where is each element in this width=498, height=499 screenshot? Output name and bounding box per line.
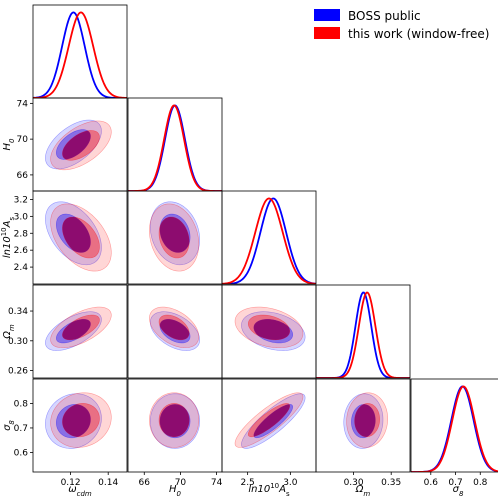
- contour-68-overlap: [159, 404, 190, 437]
- corner-plot-panels: 6670742.42.62.83.03.20.260.300.340.60.70…: [0, 4, 498, 498]
- axis-label-H0: H0: [2, 138, 16, 151]
- posterior-curve-this-work: [411, 385, 498, 472]
- y-tick-label: 0.8: [14, 399, 29, 409]
- panel-lnAs-Om: [221, 284, 317, 379]
- panel-frame: [127, 97, 223, 192]
- y-tick-label: 0.34: [8, 307, 28, 317]
- panel-wcdm-Om: 0.26 0.30 0.34: [8, 284, 128, 379]
- y-tick-label: 3.2: [14, 195, 28, 205]
- panel-wcdm-H0: 66 70 74: [17, 97, 128, 192]
- y-tick-label: 2.6: [14, 246, 29, 256]
- panel-wcdm-s8: 0.6 0.7 0.8 0.12 0.14: [14, 378, 128, 488]
- x-tick-label: 70: [175, 478, 187, 488]
- panel-H0-H0: [127, 97, 223, 192]
- panel-lnAs-s8: 2.5 3.0: [221, 378, 317, 488]
- contour-68-overlap: [62, 130, 91, 160]
- x-tick-label: 74: [211, 478, 223, 488]
- panel-frame: [32, 4, 128, 99]
- x-tick-label: 0.12: [61, 478, 81, 488]
- x-tick-label: 3.0: [283, 478, 298, 488]
- axis-label-H0: H0: [169, 484, 182, 498]
- posterior-curve-this-work: [33, 11, 127, 98]
- posterior-curve-boss-public: [222, 197, 316, 284]
- panel-s8-s8: 0.6 0.7 0.8: [410, 378, 498, 488]
- panel-wcdm-lnAs: 2.4 2.6 2.8 3.0 3.2: [14, 190, 128, 285]
- panel-content: [222, 197, 316, 284]
- panel-content: [343, 392, 388, 449]
- y-tick-label: 70: [17, 135, 29, 145]
- panel-frame: [32, 284, 128, 379]
- x-tick-label: 0.7: [448, 478, 462, 488]
- panel-frame: [32, 378, 128, 473]
- legend-label-boss-public: BOSS public: [348, 9, 421, 23]
- panel-Om-s8: 0.30 0.35: [315, 378, 411, 488]
- panel-content: [45, 392, 112, 449]
- x-tick-label: 0.8: [473, 478, 488, 488]
- panel-frame: [410, 378, 498, 473]
- panel-content: [45, 201, 112, 272]
- panel-content: [149, 392, 201, 449]
- panel-H0-Om: [127, 284, 223, 379]
- panel-content: [128, 104, 222, 191]
- y-tick-label: 3.0: [14, 212, 29, 222]
- posterior-curve-this-work: [222, 197, 316, 284]
- axis-label-Om: Ωm: [355, 484, 371, 498]
- panel-frame: [221, 190, 317, 285]
- panel-content: [316, 291, 410, 378]
- y-tick-label: 66: [17, 171, 29, 181]
- x-tick-label: 0.14: [98, 478, 118, 488]
- x-tick-label: 66: [139, 478, 151, 488]
- y-tick-label: 2.8: [14, 229, 29, 239]
- axis-label-s8: σ8: [2, 420, 16, 431]
- axis-label-lnAs: ln1010As: [0, 217, 16, 259]
- posterior-curve-this-work: [128, 104, 222, 191]
- posterior-curve-boss-public: [33, 11, 127, 98]
- panel-frame: [315, 284, 411, 379]
- panel-content: [234, 392, 306, 449]
- legend: BOSS public this work (window-free): [314, 9, 489, 41]
- panel-H0-s8: 66 70 74: [127, 378, 223, 488]
- y-tick-label: 0.7: [14, 424, 28, 434]
- x-tick-label: 2.5: [240, 478, 254, 488]
- y-tick-label: 0.6: [14, 448, 29, 458]
- x-tick-label: 0.6: [424, 478, 439, 488]
- panel-content: [33, 11, 127, 98]
- x-tick-label: 0.30: [344, 478, 364, 488]
- y-tick-label: 0.26: [8, 367, 28, 377]
- panel-Om-Om: [315, 284, 411, 379]
- x-tick-label: 0.35: [381, 478, 401, 488]
- y-tick-label: 2.4: [14, 263, 29, 273]
- y-tick-label: 0.30: [8, 337, 28, 347]
- contour-68-overlap: [253, 404, 290, 437]
- panel-H0-lnAs: [127, 190, 223, 285]
- posterior-curve-this-work: [316, 291, 410, 378]
- axis-label-wcdm: ωcdm: [68, 484, 92, 498]
- posterior-curve-boss-public: [128, 104, 222, 191]
- panel-content: [45, 119, 112, 171]
- panel-content: [411, 385, 498, 472]
- axis-label-Om: Ωm: [2, 324, 16, 340]
- panel-lnAs-lnAs: [221, 190, 317, 285]
- legend-label-this-work: this work (window-free): [348, 27, 489, 41]
- panel-content: [149, 201, 201, 272]
- panel-wcdm-wcdm: [32, 4, 128, 99]
- panel-content: [234, 306, 306, 351]
- panel-content: [149, 306, 201, 351]
- panel-frame: [32, 190, 128, 285]
- y-tick-label: 74: [17, 99, 29, 109]
- legend-swatch-boss-public: [314, 9, 340, 21]
- legend-swatch-this-work: [314, 27, 340, 39]
- contour-68-overlap: [354, 404, 376, 437]
- panel-content: [45, 306, 112, 351]
- panel-frame: [315, 378, 411, 473]
- axis-label-s8: σ8: [453, 484, 464, 498]
- axis-label-lnAs: ln1010As: [248, 482, 290, 498]
